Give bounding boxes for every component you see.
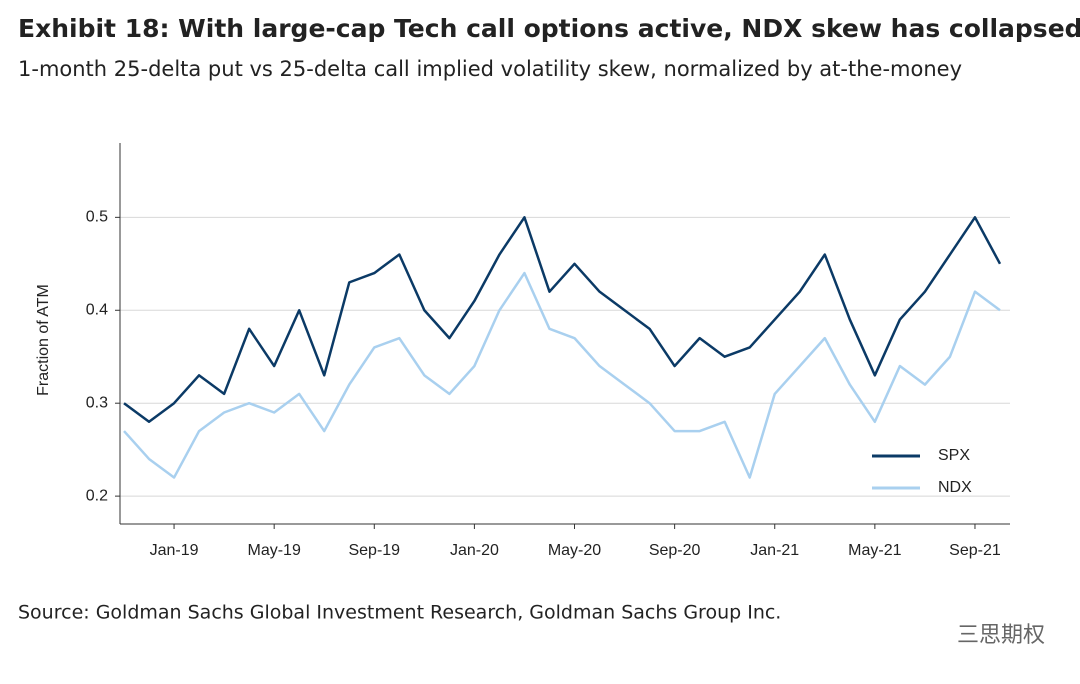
x-tick-label: Sep-20 (649, 542, 701, 559)
legend-label: SPX (938, 447, 970, 464)
y-tick-label: 0.4 (86, 301, 108, 318)
y-axis-label: Fraction of ATM (35, 284, 52, 396)
chart-title: Exhibit 18: With large-cap Tech call opt… (18, 14, 1080, 43)
x-tick-label: Jan-20 (450, 542, 499, 559)
y-tick-label: 0.3 (86, 394, 108, 411)
x-tick-label: Sep-19 (348, 542, 400, 559)
series-line (123, 216, 1002, 424)
series-line (123, 271, 1001, 479)
x-tick-label: May-20 (548, 542, 601, 559)
y-tick-label: 0.2 (86, 487, 108, 504)
legend-label: NDX (938, 479, 972, 496)
x-tick-label: May-21 (848, 542, 901, 559)
y-tick-label: 0.5 (86, 209, 108, 226)
x-tick-label: May-19 (247, 542, 300, 559)
chart-subtitle: 1-month 25-delta put vs 25-delta call im… (18, 57, 962, 81)
x-tick-label: Jan-21 (750, 542, 799, 559)
source-note: Source: Goldman Sachs Global Investment … (18, 602, 781, 624)
x-tick-label: Sep-21 (949, 542, 1001, 559)
watermark: 三思期权 (957, 623, 1045, 648)
x-tick-label: Jan-19 (150, 542, 199, 559)
